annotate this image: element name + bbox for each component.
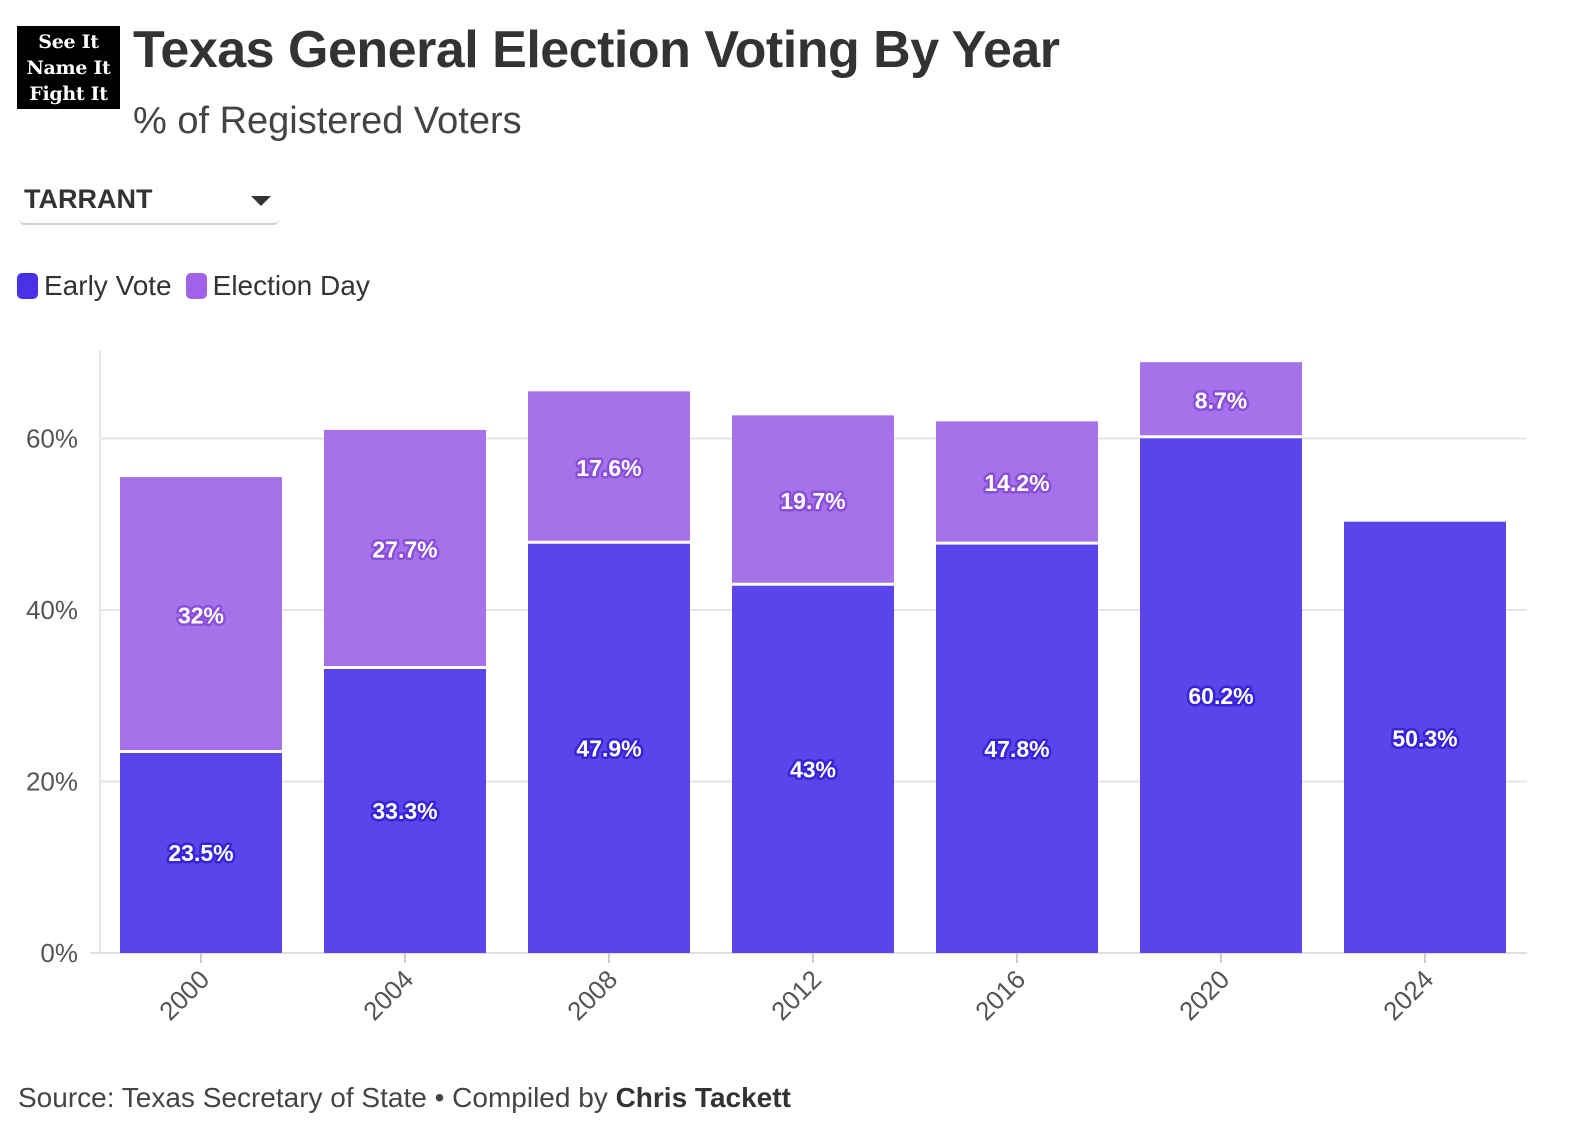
- legend-item-early-vote[interactable]: Early Vote: [17, 270, 172, 302]
- chart-subtitle: % of Registered Voters: [133, 100, 522, 142]
- legend-swatch-early-vote: [17, 273, 38, 299]
- data-label-election-day-2020: 8.7%: [1195, 387, 1247, 413]
- data-label-early-vote-2020: 60.2%: [1188, 683, 1253, 709]
- data-label-early-vote-2012: 43%: [790, 757, 836, 783]
- legend-swatch-election-day: [185, 273, 207, 299]
- x-tick-label: 2008: [561, 964, 623, 1026]
- x-tick-label: 2004: [357, 964, 419, 1026]
- logo-line-2: Name It: [26, 56, 111, 79]
- x-tick-label: 2024: [1377, 964, 1439, 1026]
- source-text: Source: Texas Secretary of State • Compi…: [18, 1082, 616, 1113]
- y-tick-label: 0%: [40, 938, 78, 968]
- county-select[interactable]: TARRANT: [19, 178, 279, 225]
- data-label-early-vote-2016: 47.8%: [984, 736, 1049, 762]
- x-tick-label: 2016: [969, 964, 1031, 1026]
- y-tick-label: 40%: [26, 595, 78, 625]
- logo-line-1: See It: [38, 30, 99, 53]
- data-label-early-vote-2008: 47.9%: [576, 736, 641, 762]
- legend-label-early-vote: Early Vote: [44, 270, 172, 301]
- logo-line-3: Fight It: [29, 82, 108, 105]
- bar-early-vote-2000[interactable]: [120, 751, 282, 953]
- source-credit: Source: Texas Secretary of State • Compi…: [18, 1082, 791, 1114]
- bar-election-day-2004[interactable]: [324, 429, 486, 668]
- data-label-election-day-2008: 17.6%: [576, 455, 641, 481]
- county-select-value: TARRANT: [24, 184, 153, 214]
- data-label-early-vote-2004: 33.3%: [372, 798, 437, 824]
- brand-logo: See It Name It Fight It: [17, 26, 120, 109]
- author-name: Chris Tackett: [615, 1082, 791, 1113]
- chart-legend: Early Vote Election Day: [17, 270, 384, 302]
- bar-early-vote-2012[interactable]: [732, 584, 894, 953]
- data-label-election-day-2016: 14.2%: [984, 470, 1049, 496]
- bar-early-vote-2020[interactable]: [1140, 436, 1302, 953]
- y-tick-label: 60%: [26, 424, 78, 454]
- stacked-bar-chart: 0% 20% 40% 60% 32% 23.5% 2000 27.7% 33.3% 2004 17.…: [26, 350, 1527, 1026]
- bar-election-day-2000[interactable]: [120, 477, 282, 752]
- y-tick-label: 20%: [26, 767, 78, 797]
- bar-early-vote-2016[interactable]: [936, 543, 1098, 953]
- bar-election-day-2012[interactable]: [732, 415, 894, 585]
- legend-item-election-day[interactable]: Election Day: [185, 270, 370, 302]
- bar-early-vote-2008[interactable]: [528, 542, 690, 953]
- bar-early-vote-2024[interactable]: [1344, 521, 1506, 953]
- chart-title: Texas General Election Voting By Year: [133, 21, 1060, 79]
- bar-election-day-2016[interactable]: [936, 421, 1098, 544]
- x-tick-label: 2000: [153, 964, 215, 1026]
- chevron-down-icon: [251, 196, 271, 206]
- bar-election-day-2020[interactable]: [1140, 362, 1302, 437]
- legend-label-election-day: Election Day: [212, 270, 370, 301]
- data-label-election-day-2012: 19.7%: [780, 488, 845, 514]
- bar-election-day-2008[interactable]: [528, 391, 690, 543]
- data-label-election-day-2000: 32%: [178, 602, 224, 628]
- data-label-early-vote-2024: 50.3%: [1392, 725, 1457, 751]
- x-tick-label: 2012: [765, 964, 827, 1026]
- data-label-early-vote-2000: 23.5%: [168, 840, 233, 866]
- bar-early-vote-2004[interactable]: [324, 667, 486, 953]
- data-label-election-day-2004: 27.7%: [372, 537, 437, 563]
- x-tick-label: 2020: [1173, 964, 1235, 1026]
